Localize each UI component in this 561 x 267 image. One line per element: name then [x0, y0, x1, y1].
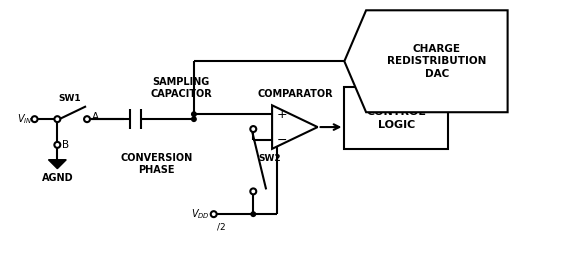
Text: SW2: SW2	[258, 154, 281, 163]
Text: COMPARATOR: COMPARATOR	[257, 89, 333, 99]
Text: A: A	[92, 112, 99, 122]
Circle shape	[250, 126, 256, 132]
Circle shape	[54, 142, 61, 148]
Circle shape	[250, 211, 256, 217]
Text: CONVERSION
PHASE: CONVERSION PHASE	[120, 153, 192, 175]
Bar	[344, 88, 448, 149]
Polygon shape	[272, 105, 318, 149]
Circle shape	[250, 189, 256, 194]
Circle shape	[211, 211, 217, 217]
Text: B: B	[62, 140, 70, 150]
Text: SAMPLING
CAPACITOR: SAMPLING CAPACITOR	[150, 77, 212, 99]
Circle shape	[31, 116, 38, 122]
Text: $V_{IN}$: $V_{IN}$	[17, 112, 33, 126]
Text: /2: /2	[217, 222, 226, 231]
Text: $V_{DD}$: $V_{DD}$	[191, 207, 210, 221]
Text: CHARGE
REDISTRIBUTION
DAC: CHARGE REDISTRIBUTION DAC	[387, 44, 486, 79]
Text: CONTROL
LOGIC: CONTROL LOGIC	[366, 107, 426, 130]
Circle shape	[191, 111, 197, 117]
Polygon shape	[48, 160, 66, 169]
Polygon shape	[344, 10, 508, 112]
Text: +: +	[277, 108, 287, 121]
Circle shape	[54, 116, 61, 122]
Text: AGND: AGND	[42, 172, 73, 183]
Circle shape	[191, 116, 197, 122]
Circle shape	[84, 116, 90, 122]
Text: SW1: SW1	[58, 94, 81, 103]
Text: −: −	[277, 134, 287, 146]
